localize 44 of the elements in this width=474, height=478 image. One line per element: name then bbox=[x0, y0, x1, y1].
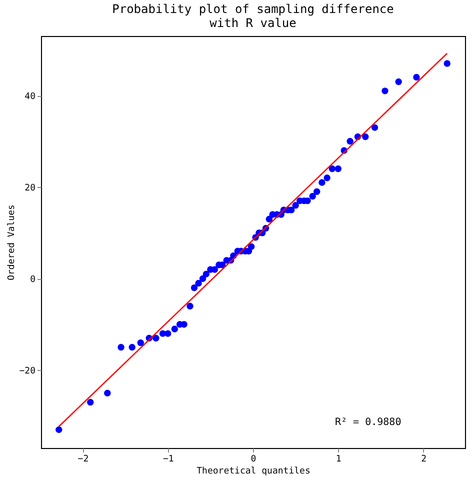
point bbox=[180, 321, 188, 328]
point bbox=[266, 216, 273, 222]
x-tick-label: 1 bbox=[336, 454, 342, 464]
point bbox=[152, 334, 160, 342]
y-tick-label: 20 bbox=[24, 184, 36, 194]
x-tick-label: 0 bbox=[250, 454, 256, 464]
point bbox=[190, 284, 198, 292]
point bbox=[413, 74, 420, 81]
point bbox=[202, 270, 210, 278]
point bbox=[318, 179, 326, 186]
point bbox=[137, 339, 144, 346]
point bbox=[324, 174, 330, 182]
chart-title: Probability plot of sampling difference with R value bbox=[112, 2, 394, 30]
x-tick-label: 2 bbox=[421, 454, 426, 464]
point bbox=[248, 243, 255, 250]
annotation: R² = 0.9880 bbox=[335, 417, 402, 428]
point bbox=[56, 426, 62, 434]
point bbox=[328, 165, 336, 172]
y-tick-label: 0 bbox=[30, 275, 36, 286]
point bbox=[309, 192, 316, 200]
point bbox=[87, 398, 94, 406]
point bbox=[171, 326, 178, 332]
point bbox=[292, 202, 299, 209]
x-tick-label: −1 bbox=[162, 454, 174, 464]
point bbox=[382, 88, 388, 94]
x-axis-title: Theoretical quantiles bbox=[196, 466, 310, 476]
point bbox=[128, 344, 136, 351]
y-axis-title: Ordered Values bbox=[7, 204, 18, 280]
x-tick-label: −2 bbox=[78, 454, 89, 464]
point bbox=[199, 275, 206, 282]
point bbox=[164, 330, 172, 337]
point bbox=[118, 344, 124, 351]
point bbox=[314, 188, 320, 195]
point bbox=[371, 124, 378, 131]
point bbox=[444, 60, 450, 67]
point bbox=[334, 165, 342, 172]
point bbox=[104, 390, 111, 396]
point bbox=[362, 133, 369, 140]
point bbox=[195, 280, 202, 287]
point bbox=[395, 78, 402, 86]
point bbox=[346, 138, 354, 145]
point bbox=[186, 302, 194, 310]
y-tick-label: 40 bbox=[24, 92, 36, 102]
y-tick-label: −20 bbox=[19, 366, 36, 377]
